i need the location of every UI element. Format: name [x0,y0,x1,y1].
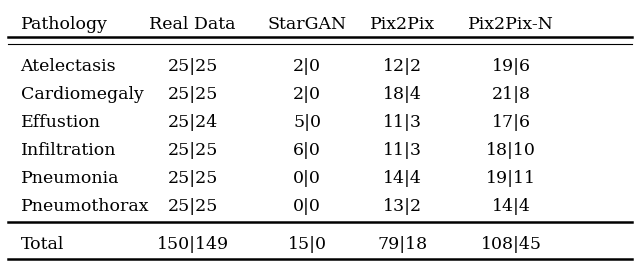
Text: 13|2: 13|2 [383,198,422,215]
Text: 25|25: 25|25 [168,170,218,187]
Text: 18|10: 18|10 [486,142,536,159]
Text: 15|0: 15|0 [288,236,327,253]
Text: 11|3: 11|3 [383,142,422,159]
Text: 6|0: 6|0 [293,142,321,159]
Text: Real Data: Real Data [149,16,236,34]
Text: 0|0: 0|0 [293,170,321,187]
Text: Total: Total [20,236,64,253]
Text: Pix2Pix: Pix2Pix [371,16,435,34]
Text: 21|8: 21|8 [492,86,531,103]
Text: Pix2Pix-N: Pix2Pix-N [468,16,554,34]
Text: 150|149: 150|149 [157,236,228,253]
Text: 14|4: 14|4 [492,198,531,215]
Text: 19|11: 19|11 [486,170,536,187]
Text: 17|6: 17|6 [492,114,531,131]
Text: 25|25: 25|25 [168,58,218,75]
Text: 25|24: 25|24 [168,114,218,131]
Text: 25|25: 25|25 [168,86,218,103]
Text: 25|25: 25|25 [168,198,218,215]
Text: 12|2: 12|2 [383,58,422,75]
Text: Atelectasis: Atelectasis [20,58,116,75]
Text: Pathology: Pathology [20,16,108,34]
Text: Effustion: Effustion [20,114,100,131]
Text: 2|0: 2|0 [293,58,321,75]
Text: Cardiomegaly: Cardiomegaly [20,86,143,103]
Text: 25|25: 25|25 [168,142,218,159]
Text: Pneumothorax: Pneumothorax [20,198,149,215]
Text: StarGAN: StarGAN [268,16,347,34]
Text: 14|4: 14|4 [383,170,422,187]
Text: 18|4: 18|4 [383,86,422,103]
Text: Pneumonia: Pneumonia [20,170,119,187]
Text: 11|3: 11|3 [383,114,422,131]
Text: 0|0: 0|0 [293,198,321,215]
Text: 2|0: 2|0 [293,86,321,103]
Text: 108|45: 108|45 [481,236,541,253]
Text: Infiltration: Infiltration [20,142,116,159]
Text: 5|0: 5|0 [293,114,321,131]
Text: 79|18: 79|18 [378,236,428,253]
Text: 19|6: 19|6 [492,58,531,75]
